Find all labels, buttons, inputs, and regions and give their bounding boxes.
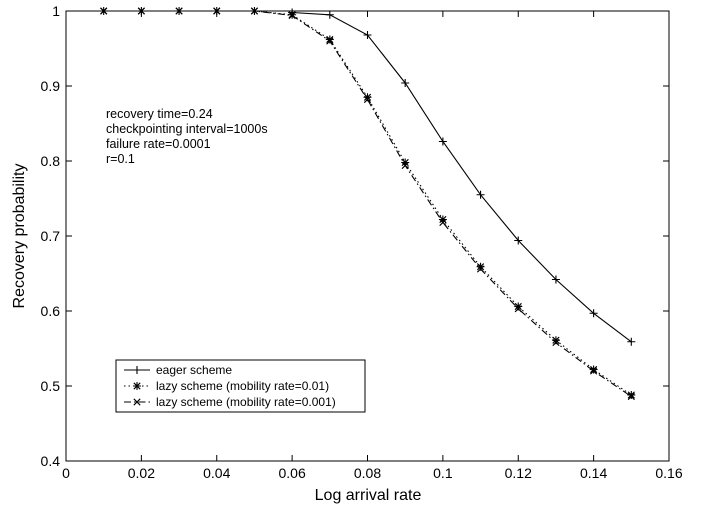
series-3-point-9 (439, 218, 447, 227)
series-2-point-12 (551, 336, 560, 345)
series-1-point-8 (589, 309, 598, 318)
legend-label-2: lazy scheme (mobility rate=0.01) (156, 379, 329, 393)
annotation-checkpointing-interval: checkpointing interval=1000s (106, 122, 268, 136)
series-2-point-13 (589, 365, 598, 374)
series-3-point-0 (100, 7, 108, 15)
series-2-point-9 (438, 215, 447, 224)
y-axis-title: Recovery probability (11, 164, 28, 309)
y-tick-label-1: 0.5 (41, 378, 61, 394)
series-1 (288, 8, 636, 346)
y-tick-label-2: 0.6 (41, 303, 61, 319)
series-1-point-7 (551, 275, 560, 284)
series-3-point-6 (326, 37, 334, 45)
series-1-point-3 (401, 79, 410, 87)
series-2-point-10 (476, 262, 485, 271)
series-2 (99, 7, 636, 399)
x-tick-label-0: 0 (62, 465, 70, 481)
legend: eager scheme lazy scheme (mobility rate=0… (115, 359, 366, 413)
series-3-point-12 (552, 338, 560, 347)
series-3-line (103, 10, 632, 397)
series-2-line (103, 10, 632, 396)
x-axis: 0 0.02 0.04 0.06 0.08 0.1 0.12 0.14 0.16 (62, 11, 683, 481)
series-1-point-6 (514, 236, 523, 245)
series-3 (100, 7, 635, 401)
legend-box (115, 359, 366, 413)
y-tick-label-0: 0.4 (41, 453, 61, 469)
x-tick-label-3: 0.06 (279, 465, 306, 481)
x-tick-label-5: 0.1 (433, 465, 453, 481)
x-tick-label-4: 0.08 (354, 465, 381, 481)
series-3-point-7 (363, 95, 372, 104)
x-tick-label-1: 0.02 (128, 465, 155, 481)
series-2-point-11 (514, 302, 523, 311)
x-tick-label-7: 0.14 (580, 465, 607, 481)
annotation-block: recovery time=0.24 checkpointing interva… (106, 107, 268, 166)
series-3-point-3 (213, 7, 221, 15)
series-2-point-7 (363, 93, 372, 102)
legend-marker-2 (133, 382, 141, 390)
series-3-point-11 (514, 305, 522, 313)
x-tick-label-6: 0.12 (505, 465, 532, 481)
series-3-point-10 (476, 265, 485, 273)
legend-label-3: lazy scheme (mobility rate=0.001) (156, 395, 336, 409)
y-tick-label-3: 0.7 (41, 228, 61, 244)
legend-label-1: eager scheme (156, 363, 232, 377)
series-3-point-2 (175, 7, 183, 15)
legend-marker-3 (133, 398, 141, 406)
y-axis: 0.4 0.5 0.6 0.7 0.8 0.9 1 (41, 3, 669, 469)
annotation-failure-rate: failure rate=0.0001 (106, 137, 211, 151)
series-1-point-5 (476, 190, 485, 199)
series-2-point-8 (401, 158, 410, 167)
x-axis-title: Log arrival rate (315, 487, 422, 504)
series-2-point-14 (627, 391, 636, 399)
series-1-point-4 (438, 137, 447, 146)
y-tick-label-4: 0.8 (41, 153, 61, 169)
series-1-point-9 (627, 337, 636, 346)
series-3-point-5 (288, 11, 296, 20)
series-1-line (292, 11, 632, 343)
legend-marker-1 (133, 366, 141, 374)
x-tick-label-8: 0.16 (655, 465, 682, 481)
series-1-point-1 (325, 10, 334, 19)
annotation-r: r=0.1 (106, 152, 135, 166)
series-3-point-4 (250, 7, 259, 15)
series-3-point-1 (137, 7, 145, 15)
series-1-point-2 (363, 31, 372, 39)
x-tick-label-2: 0.04 (203, 465, 230, 481)
series-3-point-13 (590, 367, 598, 375)
y-tick-label-5: 0.9 (41, 78, 61, 94)
y-tick-label-6: 1 (52, 3, 60, 19)
series-2-point-6 (325, 35, 334, 44)
series-3-point-14 (627, 392, 635, 401)
annotation-recovery-time: recovery time=0.24 (106, 107, 213, 121)
series-3-point-8 (401, 161, 409, 170)
